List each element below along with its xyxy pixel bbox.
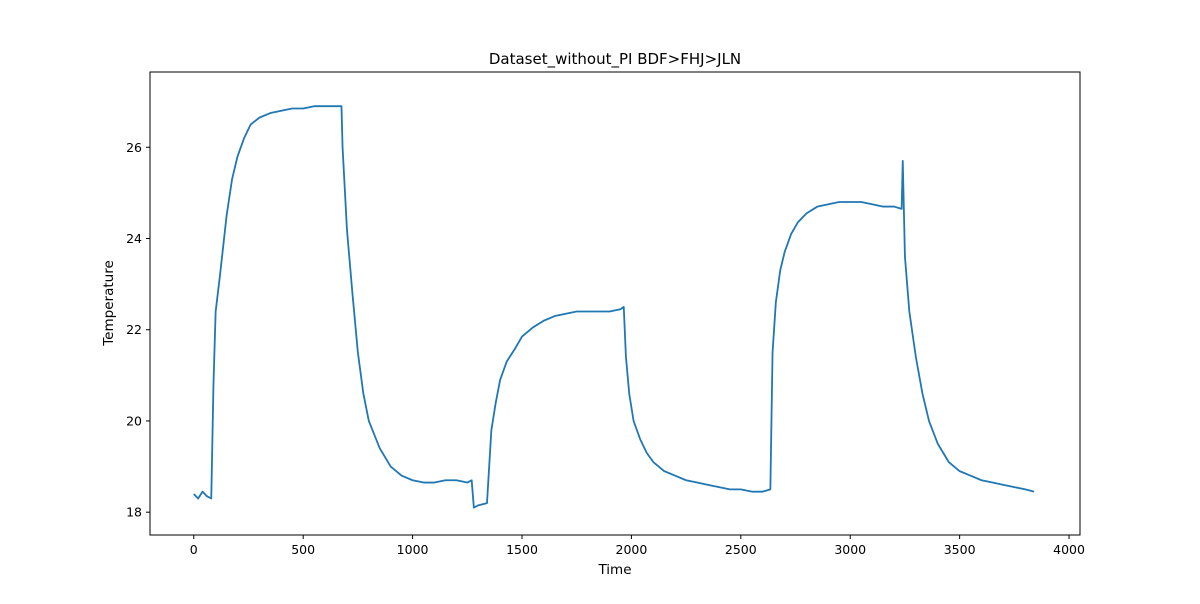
x-tick-label: 2500	[725, 542, 757, 557]
x-tick-label: 500	[291, 542, 315, 557]
y-axis-label: Temperature	[101, 260, 117, 347]
y-axis-ticks: 18 20 22 24 26	[126, 140, 150, 520]
y-tick-label: 26	[126, 140, 142, 155]
y-tick-label: 22	[126, 322, 142, 337]
series-line	[193, 105, 1035, 509]
x-tick-label: 3000	[834, 542, 866, 557]
x-tick-label: 0	[190, 542, 198, 557]
x-tick-label: 3500	[944, 542, 976, 557]
x-axis-label: Time	[597, 562, 631, 578]
x-tick-label: 1500	[506, 542, 538, 557]
y-tick-label: 18	[126, 505, 142, 520]
plot-area	[149, 71, 1081, 536]
x-tick-label: 2000	[616, 542, 648, 557]
plot-frame	[149, 71, 1081, 536]
x-tick-label: 4000	[1053, 542, 1085, 557]
chart-title: Dataset_without_PI BDF>FHJ>JLN	[489, 50, 741, 69]
y-tick-label: 24	[126, 231, 142, 246]
x-tick-label: 1000	[397, 542, 429, 557]
y-tick-label: 20	[126, 413, 142, 428]
x-axis-ticks: 0 500 1000 1500 2000 2500 3000 3500 4000	[190, 535, 1085, 557]
